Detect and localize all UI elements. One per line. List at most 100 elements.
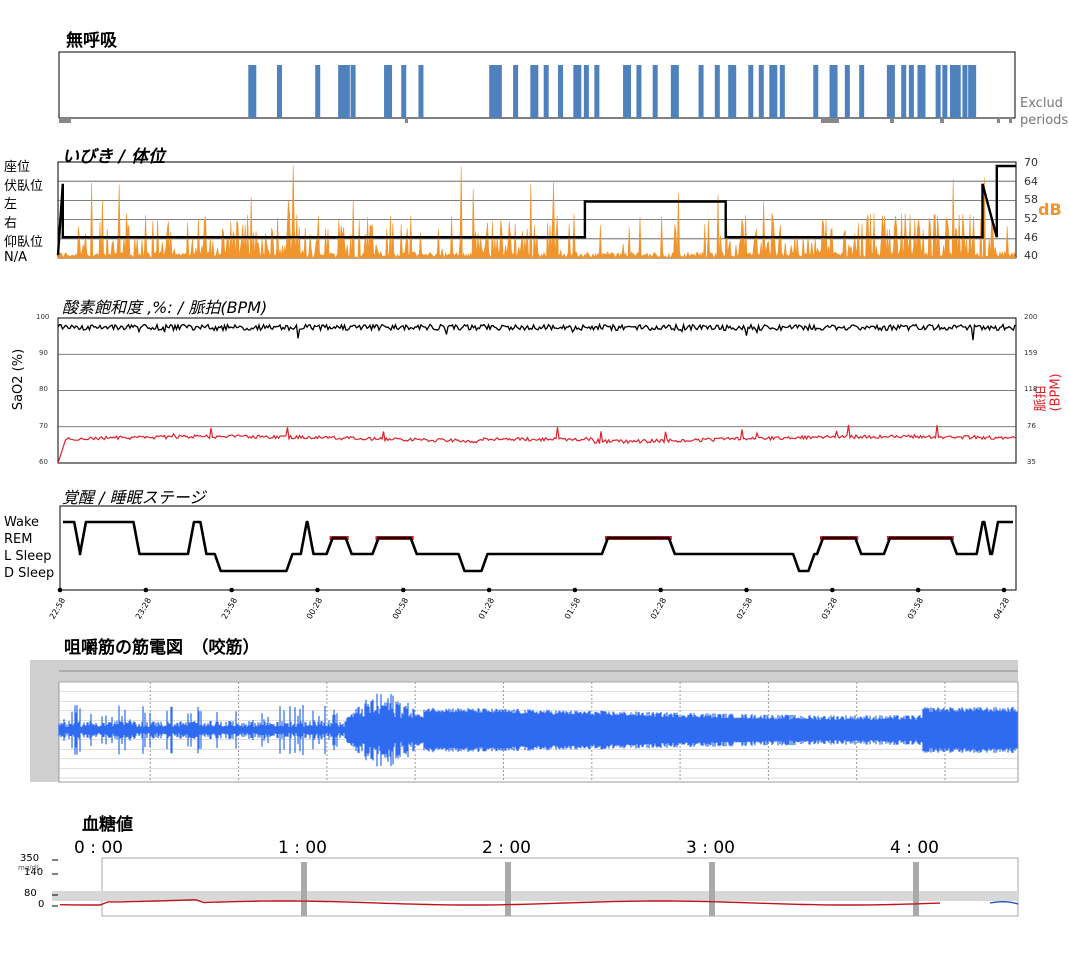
- apnea-event-bar: [813, 65, 819, 118]
- apnea-event-bar: [573, 65, 582, 118]
- apnea-event-bar: [543, 65, 549, 118]
- stage-tick-dot: [486, 587, 492, 593]
- spo2-tick-4: 60: [39, 458, 48, 466]
- pulse-tick-1: 159: [1024, 349, 1038, 357]
- pulse-tick-2: 118: [1024, 385, 1038, 393]
- spo2-title: 酸素飽和度 ,%: / 脈拍(BPM): [62, 298, 268, 317]
- db-tick-5: 40: [1024, 249, 1038, 262]
- apnea-event-bar: [623, 65, 632, 118]
- glucose-day-divider: [709, 862, 715, 916]
- stage-tick-dot: [57, 587, 63, 593]
- apnea-event-bar: [338, 65, 347, 118]
- stage-tick-dot: [744, 587, 749, 593]
- apnea-event-bar: [350, 65, 356, 118]
- apnea-event-bar: [829, 65, 838, 118]
- emg-title: 咀嚼筋の筋電図 （咬筋）: [64, 638, 260, 658]
- position-label-4: 仰臥位: [4, 235, 44, 250]
- glucose-target-band: [52, 891, 1018, 901]
- apnea-event-bar: [844, 65, 850, 118]
- stage-tick-dot: [658, 587, 664, 593]
- stage-tick-dot: [830, 587, 835, 593]
- glucose-y-tick: 0: [38, 899, 45, 910]
- apnea-event-bar: [513, 65, 519, 118]
- stage-tick-dot: [400, 587, 406, 593]
- spo2-tick-0: 100: [36, 313, 50, 321]
- glucose-y-tick: 350: [20, 853, 40, 864]
- apnea-event-bar: [942, 65, 948, 118]
- apnea-event-bar: [949, 65, 958, 118]
- glucose-time-tick: 1 : 00: [278, 838, 327, 858]
- hypnogram-line: [63, 520, 1013, 573]
- apnea-event-bar: [496, 65, 502, 118]
- apnea-event-bar: [489, 65, 498, 118]
- apnea-event-bar: [594, 65, 600, 118]
- stage-tick-dot: [915, 587, 921, 593]
- position-label-1: 伏臥位: [4, 179, 44, 194]
- stage-label-wake: Wake: [4, 515, 40, 530]
- excluded-period-mark: [405, 118, 408, 123]
- pulse-line: [57, 424, 1016, 464]
- apnea-event-bar: [276, 65, 282, 118]
- body-position-line: [56, 164, 1016, 256]
- excluded-period-mark: [940, 118, 944, 123]
- stage-tick-dot: [1001, 587, 1007, 593]
- excluded-period-mark: [1009, 118, 1012, 123]
- excluded-label-2: periods: [1020, 113, 1069, 128]
- apnea-event-bar: [315, 65, 321, 118]
- excluded-period-mark: [997, 118, 1000, 123]
- apnea-event-bar: [758, 65, 764, 118]
- pulse-tick-4: 35: [1027, 458, 1036, 466]
- stage-label-deep: D Sleep: [4, 566, 55, 581]
- glucose-time-tick: 3 : 00: [686, 838, 735, 858]
- glucose-day-divider: [505, 862, 511, 916]
- glucose-line-tail: [989, 901, 1019, 905]
- glucose-day-divider: [913, 862, 919, 916]
- apnea-event-bar: [779, 65, 785, 118]
- apnea-event-bar: [530, 65, 539, 118]
- glucose-frame: [101, 857, 1019, 917]
- stage-title: 覚醒 / 睡眠ステージ: [62, 488, 206, 507]
- db-unit-label: dB: [1038, 200, 1062, 219]
- apnea-event-bar: [558, 65, 564, 118]
- db-tick-3: 52: [1024, 212, 1038, 225]
- apnea-event-bar: [917, 65, 926, 118]
- apnea-event-bar: [384, 65, 393, 118]
- glucose-time-tick: 4 : 00: [890, 838, 939, 858]
- apnea-event-bar: [714, 65, 720, 118]
- pulse-tick-0: 200: [1024, 313, 1038, 321]
- stage-frame: [59, 505, 1017, 591]
- apnea-event-bar: [748, 65, 754, 118]
- apnea-title: 無呼吸: [66, 31, 117, 51]
- position-label-2: 左: [4, 197, 18, 212]
- db-tick-2: 58: [1024, 193, 1038, 206]
- stage-tick-dot: [572, 587, 578, 593]
- position-label-0: 座位: [4, 160, 31, 175]
- excluded-period-mark: [821, 118, 839, 123]
- apnea-event-bar: [344, 65, 350, 118]
- glucose-time-tick: 2 : 00: [482, 838, 531, 858]
- glucose-title: 血糖値: [82, 815, 133, 835]
- stage-label-light: L Sleep: [4, 549, 52, 564]
- apnea-event-bar: [636, 65, 642, 118]
- apnea-event-bar: [698, 65, 704, 118]
- apnea-event-bar: [728, 65, 737, 118]
- pulse-tick-3: 76: [1027, 422, 1036, 430]
- apnea-event-bar: [901, 65, 907, 118]
- apnea-event-bar: [908, 65, 914, 118]
- db-tick-0: 70: [1024, 156, 1038, 169]
- apnea-event-bar: [670, 65, 679, 118]
- glucose-line: [59, 899, 941, 906]
- apnea-event-bar: [955, 65, 961, 118]
- stage-tick-dot: [229, 587, 234, 593]
- spo2-line: [57, 322, 1016, 341]
- spo2-tick-2: 80: [39, 385, 48, 393]
- position-label-3: 右: [4, 216, 18, 231]
- excluded-period-mark: [59, 118, 71, 123]
- position-label-5: N/A: [4, 250, 27, 265]
- glucose-day-divider: [301, 862, 307, 916]
- excluded-period-mark: [890, 118, 894, 123]
- apnea-event-bar: [859, 65, 865, 118]
- apnea-event-bar: [769, 65, 778, 118]
- glucose-y-tick: 80: [24, 888, 37, 899]
- glucose-y-tick: 140: [24, 867, 44, 878]
